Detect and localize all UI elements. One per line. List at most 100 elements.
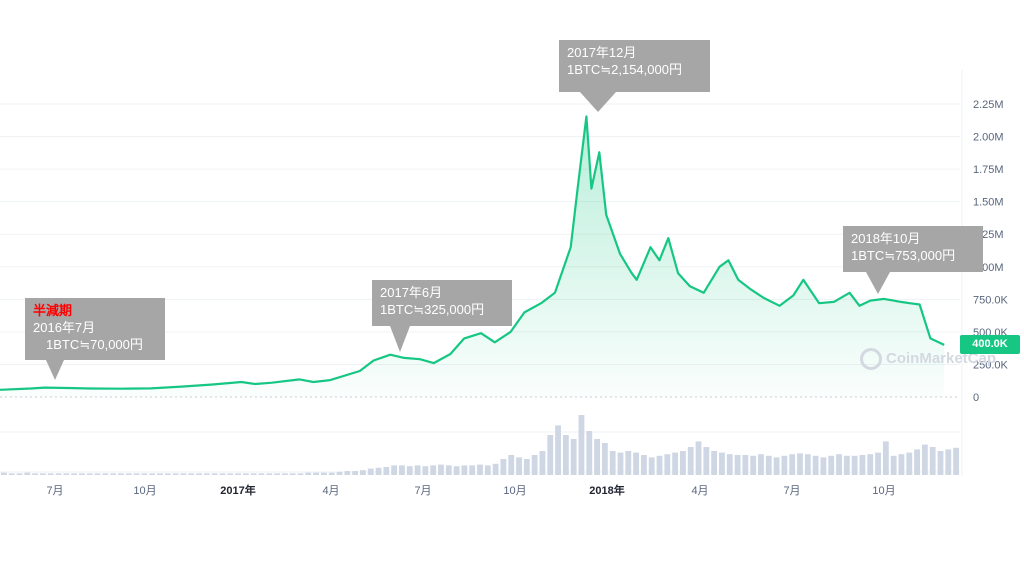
volume-bar xyxy=(445,465,452,475)
annotation-line: 1BTC≒753,000円 xyxy=(851,248,956,263)
volume-bar xyxy=(555,425,561,475)
volume-bar xyxy=(86,473,93,475)
volume-bar xyxy=(477,464,483,475)
volume-bar xyxy=(469,465,476,475)
volume-bar xyxy=(360,470,366,475)
volume-bar xyxy=(133,473,140,475)
volume-bar xyxy=(94,473,101,475)
volume-bar xyxy=(789,454,796,475)
volume-bar xyxy=(828,455,835,475)
volume-bar xyxy=(641,455,647,475)
volume-bar xyxy=(867,454,874,475)
volume-bar xyxy=(274,473,280,475)
volume-bar xyxy=(484,465,491,475)
volume-bar xyxy=(281,473,288,475)
volume-bar xyxy=(570,439,577,475)
volume-bar xyxy=(664,454,671,475)
volume-bar xyxy=(937,451,944,475)
volume-bar xyxy=(695,441,702,475)
volume-bar xyxy=(118,473,124,475)
volume-bar xyxy=(898,454,905,475)
volume-bar xyxy=(242,473,249,475)
volume-bar xyxy=(906,452,913,475)
volume-bar xyxy=(438,464,444,475)
volume-bar xyxy=(859,455,866,475)
y-tick-label: 2.25M xyxy=(973,99,1004,111)
current-price-badge: 400.0K xyxy=(960,335,1020,354)
volume-bar xyxy=(547,435,554,475)
x-tick-label: 10月 xyxy=(133,485,156,497)
volume-bar xyxy=(461,465,468,475)
volume-bar xyxy=(211,473,218,475)
volume-bar xyxy=(344,471,351,475)
y-tick-label: 750.0K xyxy=(973,294,1009,306)
volume-bar xyxy=(250,473,257,475)
volume-bar xyxy=(617,452,624,475)
annotation-pointer xyxy=(580,92,616,112)
volume-bar xyxy=(125,473,132,475)
volume-bar xyxy=(601,443,608,475)
volume-bar xyxy=(914,449,920,475)
volume-bar xyxy=(1,472,7,475)
volume-bar xyxy=(758,454,764,475)
volume-bar xyxy=(180,473,187,475)
volume-bar xyxy=(414,465,421,475)
volume-bar xyxy=(328,472,335,475)
volume-bars xyxy=(1,415,959,475)
volume-bar xyxy=(609,451,616,475)
volume-bar xyxy=(16,473,23,475)
x-axis: 7月 10月 2017年 4月 7月 10月 2018年 4月 7月 10月 xyxy=(46,483,895,497)
volume-bar xyxy=(102,473,109,475)
volume-bar xyxy=(672,452,679,475)
y-tick-label: 250.0K xyxy=(973,359,1009,371)
volume-bar xyxy=(562,435,569,475)
volume-bar xyxy=(804,454,811,475)
annotation-pointer xyxy=(46,360,64,380)
volume-bar xyxy=(625,451,632,475)
annotation-line: 2016年7月 xyxy=(33,320,96,335)
annotation-2018-october: 2018年10月 1BTC≒753,000円 xyxy=(843,226,983,272)
volume-bar xyxy=(32,473,39,475)
volume-bar xyxy=(40,473,46,475)
volume-bar xyxy=(820,457,827,475)
volume-bar xyxy=(258,473,265,475)
volume-bar xyxy=(110,473,117,475)
volume-bar xyxy=(648,457,655,475)
volume-bar xyxy=(406,466,413,475)
annotation-line: 1BTC≒2,154,000円 xyxy=(567,62,682,77)
volume-bar xyxy=(633,452,639,475)
volume-bar xyxy=(875,452,881,475)
annotation-2017-june: 2017年6月 1BTC≒325,000円 xyxy=(372,280,512,326)
volume-bar xyxy=(289,473,296,475)
volume-bar xyxy=(594,439,600,475)
x-tick-label: 2017年 xyxy=(220,483,255,497)
volume-bar xyxy=(375,467,382,475)
price-line xyxy=(0,115,945,391)
volume-bar xyxy=(55,473,62,475)
volume-bar xyxy=(719,452,725,475)
volume-bar xyxy=(164,473,171,475)
volume-bar xyxy=(703,447,710,475)
annotation-line: 2017年12月 xyxy=(567,45,637,60)
volume-bar xyxy=(141,473,148,475)
volume-bar xyxy=(266,473,273,475)
volume-bar xyxy=(492,463,499,475)
volume-bar xyxy=(812,455,819,475)
volume-bar xyxy=(313,472,319,475)
y-tick-label: 0 xyxy=(973,392,979,404)
x-tick-label: 7月 xyxy=(783,485,800,497)
volume-bar xyxy=(422,466,429,475)
volume-bar xyxy=(297,473,304,475)
volume-bar xyxy=(586,431,593,475)
y-tick-label: 1.75M xyxy=(973,164,1004,176)
volume-bar xyxy=(399,465,405,475)
volume-bar xyxy=(203,473,210,475)
annotation-line: 1BTC≒325,000円 xyxy=(380,302,485,317)
x-tick-label: 4月 xyxy=(322,485,339,497)
watermark-text: CoinMarketCap xyxy=(886,349,997,367)
volume-bar xyxy=(890,455,897,475)
volume-bar xyxy=(843,455,850,475)
annotation-pointer xyxy=(390,326,410,352)
watermark: CoinMarketCap xyxy=(860,348,996,370)
volume-bar xyxy=(734,455,741,475)
